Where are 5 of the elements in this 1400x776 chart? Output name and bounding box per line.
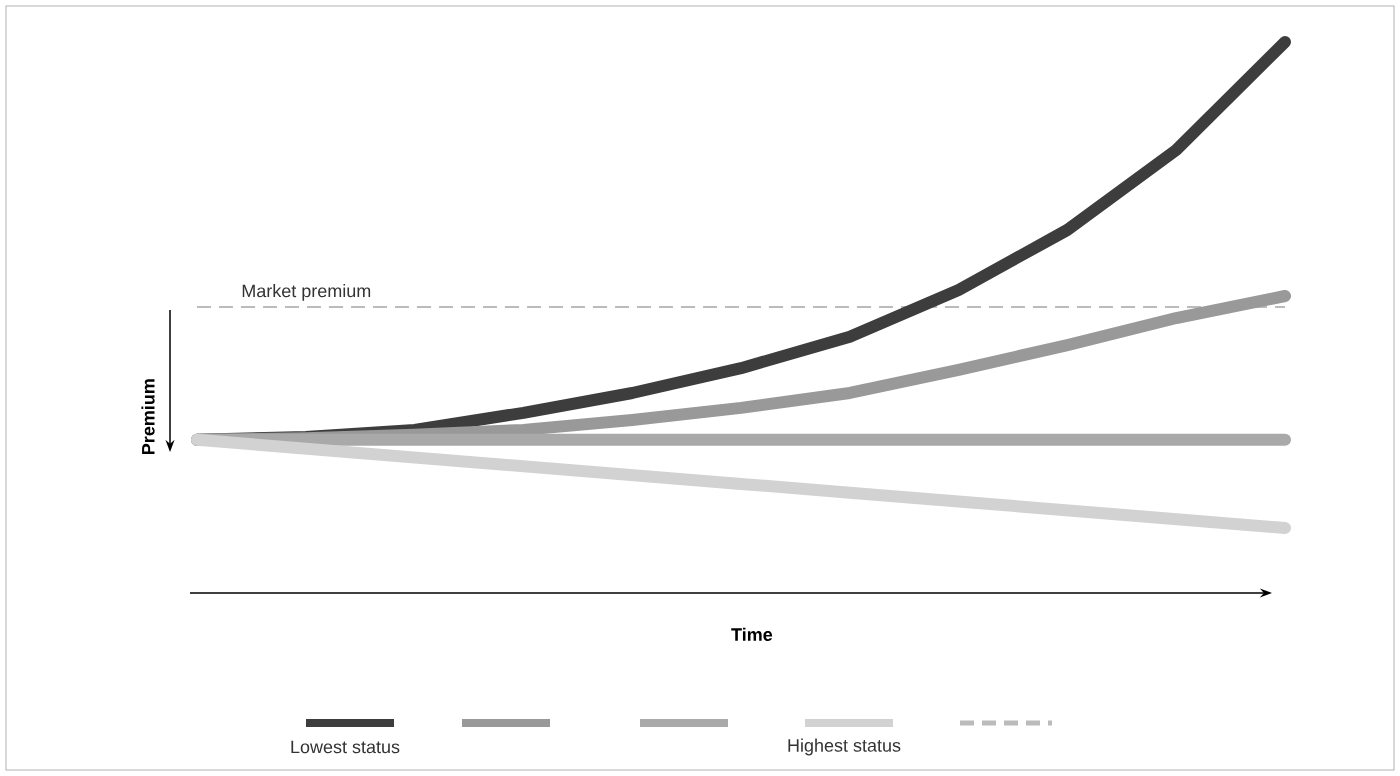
- y-axis-title: Premium: [141, 379, 155, 454]
- x-axis-title: Time: [731, 627, 773, 641]
- legend-label: Highest status: [788, 738, 901, 756]
- legend-label: Lowest status: [291, 740, 400, 754]
- ref-line-label: Market premium: [242, 284, 371, 301]
